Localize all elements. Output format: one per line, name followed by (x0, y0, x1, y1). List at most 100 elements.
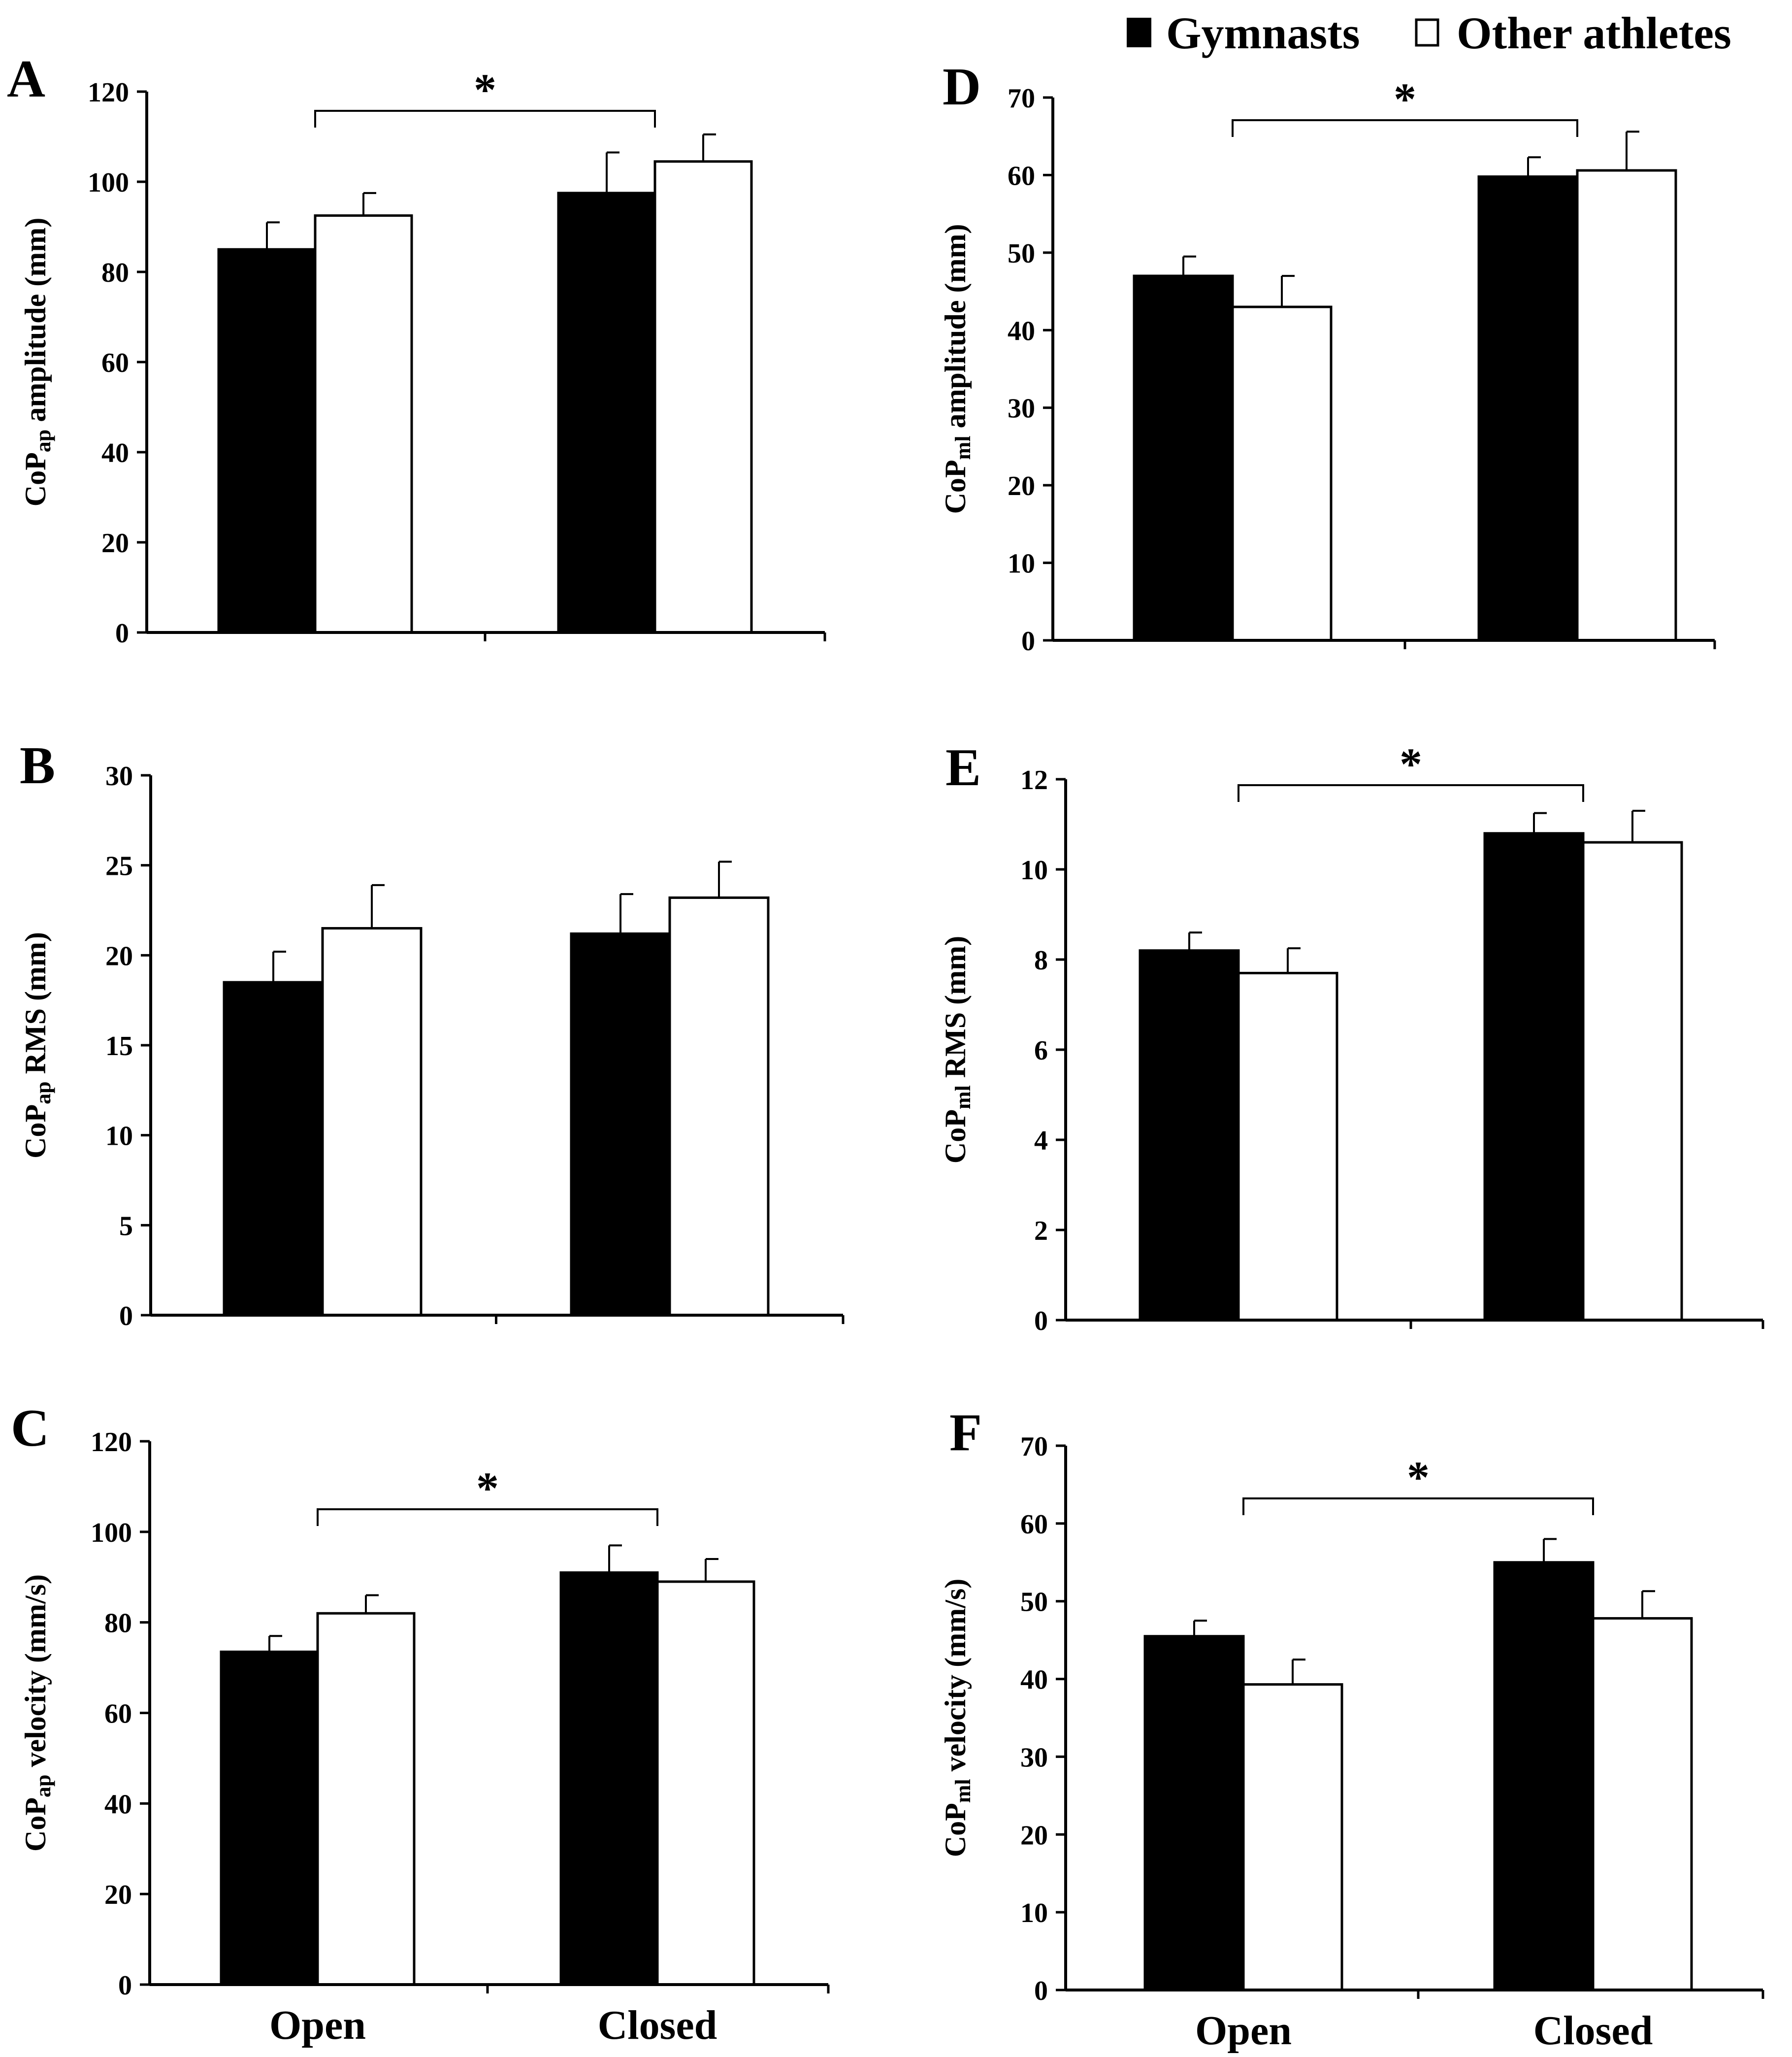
bar-gymnasts-closed (1483, 832, 1585, 1322)
y-axis-title-rest: amplitude (mm) (19, 218, 52, 430)
bar-other-athletes-open (316, 1612, 416, 1986)
bar-other-athletes-open (1242, 1683, 1343, 1991)
y-tick-label: 30 (1008, 394, 1035, 424)
y-tick-label: 70 (1008, 83, 1035, 114)
significance-star: * (476, 1463, 499, 1513)
y-tick-label: 30 (105, 761, 133, 792)
bar-gymnasts-open (223, 981, 324, 1317)
bar-gymnasts-open (1139, 949, 1240, 1322)
y-axis-title-rest: RMS (mm) (939, 936, 972, 1085)
y-tick-label: 50 (1020, 1587, 1048, 1618)
legend: Gymnasts Other athletes (1127, 8, 1731, 58)
y-tick-label: 100 (91, 1518, 132, 1548)
y-axis-title-rest: velocity (mm/s) (939, 1579, 972, 1779)
legend-label-other-athletes: Other athletes (1457, 8, 1731, 58)
y-tick-label: 2 (1034, 1216, 1048, 1246)
y-tick-label: 80 (101, 258, 129, 288)
chart-panel-f: F CoPml velocity (mm/s) 0 10 20 30 40 50 60 70 Ope… (939, 1403, 1764, 2054)
significance-star: * (1394, 74, 1416, 124)
y-axis-title-rest: amplitude (mm) (939, 224, 972, 436)
y-axis-title-subscript: ap (31, 1081, 55, 1104)
y-tick-label: 0 (1021, 626, 1035, 657)
bar-gymnasts-open (217, 248, 317, 634)
y-tick-label: 5 (119, 1211, 133, 1241)
panel-letter: A (7, 50, 45, 108)
bar-other-athletes-closed (1576, 169, 1677, 642)
y-tick-label: 20 (1020, 1820, 1048, 1851)
panel-letter: D (943, 58, 981, 116)
bar-other-athletes-open (1237, 971, 1338, 1322)
y-axis-title-rest: RMS (mm) (19, 932, 52, 1081)
y-axis-title: CoPap amplitude (mm) (19, 218, 55, 506)
chart-panel-d: D CoPml amplitude (mm) 0 10 20 30 40 50 60 70 * (939, 58, 1716, 657)
y-tick-label: 25 (105, 851, 133, 882)
y-axis-title-subscript: ml (951, 1779, 975, 1803)
bar-other-athletes-closed (1592, 1617, 1693, 1991)
y-axis-title-subscript: ml (951, 436, 975, 460)
y-tick-label: 0 (119, 1301, 133, 1331)
x-category-label-closed: Closed (1533, 2008, 1653, 2054)
y-tick-label: 0 (115, 618, 129, 649)
y-tick-label: 15 (105, 1031, 133, 1062)
significance-star: * (1400, 739, 1422, 789)
y-tick-label: 120 (88, 77, 129, 108)
y-tick-label: 20 (1008, 471, 1035, 501)
legend-swatch-gymnasts (1127, 18, 1151, 47)
chart-panel-c: C CoPap velocity (mm/s) 0 20 40 60 80 100 120 Ope… (11, 1399, 830, 2048)
y-tick-label: 0 (118, 1970, 132, 2001)
y-tick-label: 20 (105, 941, 133, 971)
y-axis-title-main: CoP (19, 1797, 52, 1852)
legend-label-gymnasts: Gymnasts (1166, 8, 1360, 58)
y-tick-label: 0 (1034, 1306, 1048, 1336)
y-tick-label: 10 (1008, 549, 1035, 579)
y-tick-label: 30 (1020, 1742, 1048, 1773)
y-axis-title-main: CoP (939, 1109, 972, 1163)
y-tick-label: 40 (101, 438, 129, 468)
y-tick-label: 0 (1034, 1976, 1048, 2006)
bar-other-athletes-open (321, 927, 423, 1317)
y-tick-label: 10 (1020, 855, 1048, 886)
bar-gymnasts-closed (557, 192, 656, 634)
y-axis-title-subscript: ml (951, 1085, 975, 1109)
y-tick-label: 10 (105, 1121, 133, 1152)
bar-gymnasts-closed (1477, 175, 1579, 642)
y-axis-title-main: CoP (939, 1803, 972, 1857)
significance-bracket (1242, 1497, 1594, 1515)
bar-other-athletes-closed (1582, 841, 1683, 1322)
significance-bracket (317, 1508, 658, 1526)
y-axis-title-main: CoP (19, 452, 52, 506)
chart-panel-b: B CoPap RMS (mm) 0 5 10 15 20 25 30 (19, 736, 845, 1331)
y-axis-title-subscript: ap (31, 1775, 55, 1797)
panel-letter: C (11, 1399, 49, 1458)
y-axis-title-rest: velocity (mm/s) (19, 1574, 52, 1775)
y-axis-title-main: CoP (19, 1104, 52, 1159)
y-tick-label: 100 (88, 167, 129, 198)
y-tick-label: 120 (91, 1427, 132, 1458)
bar-gymnasts-open (220, 1650, 319, 1986)
panel-letter: B (20, 736, 55, 795)
bar-gymnasts-closed (570, 932, 671, 1317)
bar-other-athletes-open (1231, 305, 1333, 642)
y-axis-title-subscript: ap (31, 430, 55, 452)
y-tick-label: 12 (1020, 765, 1048, 796)
y-tick-label: 80 (104, 1608, 132, 1639)
y-axis-title: CoPap RMS (mm) (19, 932, 55, 1159)
y-tick-label: 60 (104, 1699, 132, 1729)
chart-panel-a: A CoPap amplitude (mm) 0 20 40 60 80 100 120 * (7, 50, 826, 649)
y-tick-label: 4 (1034, 1126, 1048, 1156)
y-axis-title: CoPml velocity (mm/s) (939, 1579, 975, 1857)
bar-gymnasts-closed (559, 1571, 659, 1986)
y-tick-label: 6 (1034, 1035, 1048, 1066)
y-tick-label: 20 (104, 1880, 132, 1910)
panel-letter: E (945, 738, 981, 797)
y-tick-label: 10 (1020, 1898, 1048, 1928)
y-tick-label: 8 (1034, 945, 1048, 976)
y-axis-title: CoPml RMS (mm) (939, 936, 975, 1163)
legend-swatch-other-athletes (1415, 18, 1439, 47)
y-tick-label: 60 (101, 348, 129, 378)
significance-bracket (314, 110, 656, 128)
y-axis-title: CoPap velocity (mm/s) (19, 1574, 55, 1852)
y-tick-label: 40 (1020, 1665, 1048, 1695)
panel-letter: F (949, 1403, 982, 1462)
